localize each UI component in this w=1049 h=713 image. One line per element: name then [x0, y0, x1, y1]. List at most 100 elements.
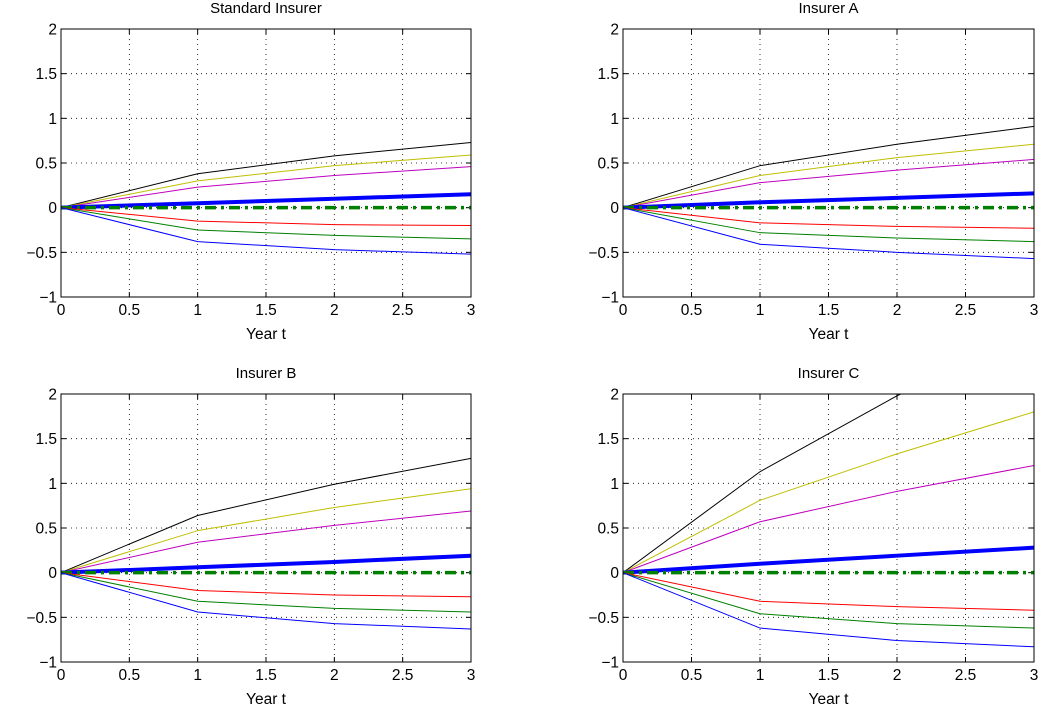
subplot-title: Standard Insurer — [210, 0, 322, 17]
x-tick-label: 3 — [1030, 302, 1039, 319]
y-tick-label: 1.5 — [597, 66, 619, 83]
series-lines — [61, 141, 471, 255]
y-tick-label: −1 — [39, 290, 57, 307]
x-tick-label: 3 — [467, 667, 476, 684]
y-tick-label: 0.5 — [597, 521, 619, 538]
series-line-1 — [623, 143, 1034, 209]
x-axis-label: Year t — [809, 691, 850, 708]
series-line-5 — [61, 207, 471, 227]
y-tick-label: 1 — [48, 111, 57, 128]
series-line-3 — [623, 545, 1034, 575]
y-tick-label: 2 — [610, 22, 619, 39]
subplot-title: Insurer B — [236, 365, 297, 382]
x-tick-label: 1 — [193, 667, 202, 684]
y-tick-label: 1 — [48, 476, 57, 493]
y-tick-label: 0.5 — [35, 521, 57, 538]
series-line-5 — [623, 572, 1034, 611]
series-line-1 — [623, 411, 1034, 574]
x-tick-label: 1.5 — [818, 302, 840, 319]
x-axis-label: Year t — [246, 326, 287, 343]
series-line-7 — [623, 572, 1034, 648]
series-line-0 — [61, 457, 471, 574]
x-tick-label: 2 — [893, 302, 902, 319]
y-tick-label: 1.5 — [597, 431, 619, 448]
x-tick-label: 1.5 — [255, 302, 277, 319]
x-tick-label: 2.5 — [955, 302, 977, 319]
x-tick-label: 1 — [756, 302, 765, 319]
grid — [61, 394, 471, 662]
plot-frame — [60, 393, 472, 663]
series-line-0 — [623, 394, 902, 574]
x-tick-label: 2 — [330, 667, 339, 684]
subplot-standard-insurer: Standard Insurer Year t 0 0.5 1 1.5 2 2.5 3 −1 −… — [26, 0, 475, 343]
x-tick-label: 0.5 — [119, 667, 141, 684]
series-line-6 — [623, 572, 1034, 629]
x-tick-label: 1.5 — [818, 667, 840, 684]
x-tick-label: 0.5 — [681, 302, 703, 319]
series-line-1 — [61, 154, 471, 209]
plot-frame — [622, 393, 1035, 663]
x-tick-label: 2.5 — [392, 302, 414, 319]
series-line-2 — [623, 158, 1034, 209]
grid — [61, 29, 471, 297]
grid — [623, 29, 1034, 297]
subplot-insurer-a: Insurer A Year t 0 0.5 1 1.5 2 2.5 3 −1 −0.5 0 0.5… — [588, 0, 1038, 343]
y-tick-label: 1.5 — [35, 66, 57, 83]
grid — [623, 394, 1034, 662]
y-tick-label: 0.5 — [597, 156, 619, 173]
y-tick-label: −1 — [601, 290, 619, 307]
x-tick-label: 0.5 — [681, 667, 703, 684]
series-line-6 — [61, 572, 471, 613]
x-tick-label: 2 — [893, 667, 902, 684]
series-lines — [61, 457, 471, 630]
y-tick-label: −1 — [601, 655, 619, 672]
series-line-2 — [623, 464, 1034, 574]
x-tick-label: 1 — [756, 667, 765, 684]
y-tick-label: 0.5 — [35, 156, 57, 173]
series-lines — [623, 394, 1034, 648]
series-lines — [623, 125, 1034, 260]
x-axis-label: Year t — [809, 326, 850, 343]
subplot-insurer-b: Insurer B Year t 0 0.5 1 1.5 2 2.5 3 −1 −0.5 0 0.5… — [26, 365, 475, 708]
series-line-3 — [61, 192, 471, 210]
x-tick-label: 0 — [619, 302, 628, 319]
y-tick-label: 0 — [48, 565, 57, 582]
plot-frame — [60, 28, 472, 298]
x-tick-label: 2 — [330, 302, 339, 319]
series-line-5 — [623, 207, 1034, 229]
series-line-5 — [61, 572, 471, 598]
x-tick-label: 2.5 — [392, 667, 414, 684]
y-tick-label: 0 — [610, 200, 619, 217]
subplot-title: Insurer C — [798, 365, 860, 382]
subplot-insurer-c: Insurer C Year t 0 0.5 1 1.5 2 2.5 3 −1 −0.5 0 0.5… — [588, 365, 1039, 708]
x-tick-label: 0.5 — [119, 302, 141, 319]
y-tick-label: 1.5 — [35, 431, 57, 448]
y-tick-label: −0.5 — [26, 245, 57, 262]
x-tick-label: 1 — [193, 302, 202, 319]
series-line-3 — [623, 191, 1034, 210]
series-line-3 — [61, 553, 471, 575]
y-tick-label: 2 — [610, 387, 619, 404]
y-tick-label: 1 — [610, 111, 619, 128]
y-tick-label: 2 — [48, 22, 57, 39]
subplot-title: Insurer A — [798, 0, 858, 17]
series-line-7 — [61, 572, 471, 630]
x-tick-label: 3 — [467, 302, 476, 319]
y-tick-label: 1 — [610, 476, 619, 493]
series-line-0 — [623, 125, 1034, 209]
series-line-1 — [61, 488, 471, 574]
series-line-6 — [623, 207, 1034, 243]
x-tick-label: 2.5 — [955, 667, 977, 684]
x-tick-label: 3 — [1030, 667, 1039, 684]
series-line-7 — [61, 207, 471, 255]
y-tick-label: −0.5 — [26, 610, 57, 627]
x-tick-label: 0 — [57, 667, 66, 684]
y-tick-label: 0 — [48, 200, 57, 217]
y-tick-label: −0.5 — [588, 245, 619, 262]
y-tick-label: 0 — [610, 565, 619, 582]
series-line-2 — [61, 166, 471, 209]
y-tick-label: 2 — [48, 387, 57, 404]
x-axis-label: Year t — [246, 691, 287, 708]
x-tick-label: 0 — [619, 667, 628, 684]
